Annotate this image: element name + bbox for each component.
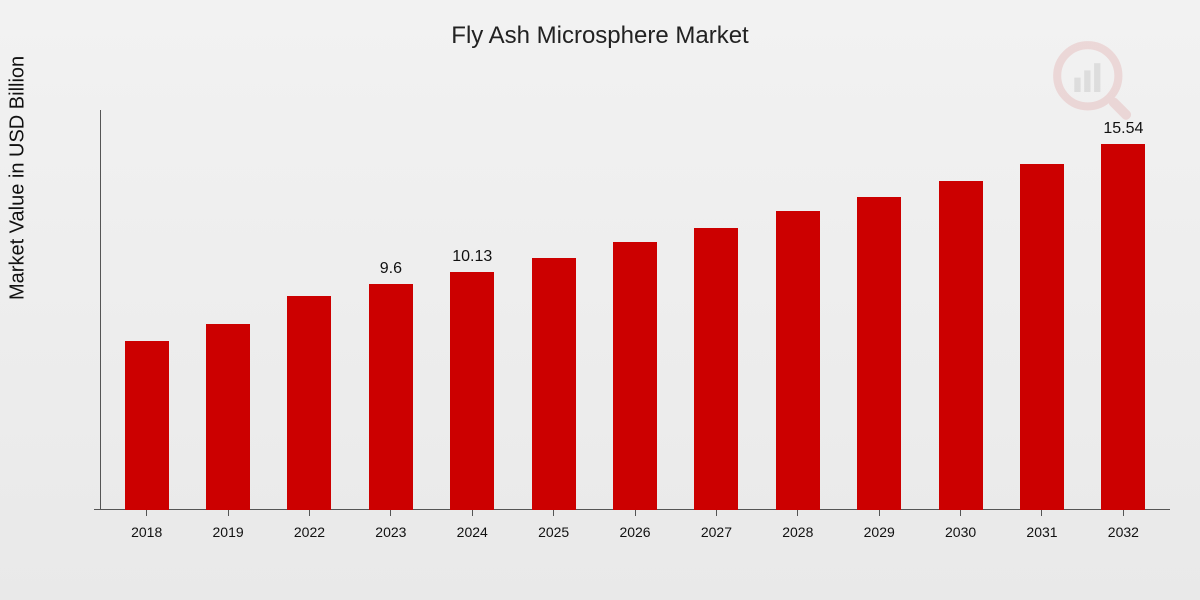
bar-slot — [920, 110, 1001, 510]
x-tick-mark — [472, 510, 473, 516]
x-tick-mark — [1041, 510, 1042, 516]
bar — [287, 296, 331, 510]
bar — [206, 324, 250, 510]
x-tick-slot: 2027 — [676, 510, 757, 540]
x-tick-slot: 2030 — [920, 510, 1001, 540]
x-tick-label: 2026 — [619, 524, 650, 540]
x-tick-label: 2032 — [1108, 524, 1139, 540]
x-tick-mark — [879, 510, 880, 516]
bar-value-label: 9.6 — [380, 260, 402, 278]
bar-slot — [676, 110, 757, 510]
x-tick-label: 2024 — [457, 524, 488, 540]
x-tick-mark — [716, 510, 717, 516]
bar: 15.54 — [1101, 144, 1145, 510]
bar-slot — [1001, 110, 1082, 510]
x-tick-slot: 2025 — [513, 510, 594, 540]
bar-slot — [839, 110, 920, 510]
x-tick-label: 2030 — [945, 524, 976, 540]
x-tick-mark — [146, 510, 147, 516]
x-tick-slot: 2019 — [187, 510, 268, 540]
bar — [939, 181, 983, 510]
x-tick-mark — [635, 510, 636, 516]
bar: 9.6 — [369, 284, 413, 510]
bars-container: 9.6 10.13 15.54 — [100, 110, 1170, 510]
x-tick-label: 2018 — [131, 524, 162, 540]
x-tick-slot: 2026 — [594, 510, 675, 540]
bar-slot — [594, 110, 675, 510]
x-tick-mark — [1123, 510, 1124, 516]
x-tick-label: 2019 — [213, 524, 244, 540]
bar-slot — [269, 110, 350, 510]
bar — [613, 242, 657, 510]
x-tick-mark — [309, 510, 310, 516]
bar-slot — [187, 110, 268, 510]
x-tick-label: 2028 — [782, 524, 813, 540]
bar-slot: 9.6 — [350, 110, 431, 510]
x-tick-slot: 2024 — [432, 510, 513, 540]
y-axis-label: Market Value in USD Billion — [7, 56, 30, 300]
x-tick-slot: 2031 — [1001, 510, 1082, 540]
x-ticks-container: 2018 2019 2022 2023 2024 2025 2026 2027 2028 2029… — [100, 510, 1170, 540]
x-tick-mark — [797, 510, 798, 516]
bar — [857, 197, 901, 510]
x-tick-label: 2023 — [375, 524, 406, 540]
x-tick-mark — [390, 510, 391, 516]
bar-slot: 10.13 — [432, 110, 513, 510]
bar — [1020, 164, 1064, 510]
x-tick-slot: 2029 — [839, 510, 920, 540]
x-tick-slot: 2028 — [757, 510, 838, 540]
plot-area: 9.610.1315.54 20182019202220232024202520… — [100, 110, 1170, 510]
x-tick-label: 2025 — [538, 524, 569, 540]
bar: 10.13 — [450, 272, 494, 510]
bar-value-label: 10.13 — [452, 248, 492, 266]
x-tick-mark — [228, 510, 229, 516]
bar-value-label: 15.54 — [1103, 120, 1143, 138]
x-tick-label: 2027 — [701, 524, 732, 540]
x-tick-mark — [960, 510, 961, 516]
bar — [776, 211, 820, 510]
bar-slot — [513, 110, 594, 510]
bar-slot — [757, 110, 838, 510]
x-tick-label: 2022 — [294, 524, 325, 540]
x-tick-slot: 2032 — [1083, 510, 1164, 540]
bar — [532, 258, 576, 510]
chart-title: Fly Ash Microsphere Market — [0, 22, 1200, 50]
bar-slot: 15.54 — [1083, 110, 1164, 510]
bar — [694, 228, 738, 510]
bar — [125, 341, 169, 510]
x-tick-label: 2031 — [1026, 524, 1057, 540]
bar-slot — [106, 110, 187, 510]
x-tick-mark — [553, 510, 554, 516]
x-tick-slot: 2022 — [269, 510, 350, 540]
x-tick-slot: 2018 — [106, 510, 187, 540]
x-tick-slot: 2023 — [350, 510, 431, 540]
x-tick-label: 2029 — [864, 524, 895, 540]
